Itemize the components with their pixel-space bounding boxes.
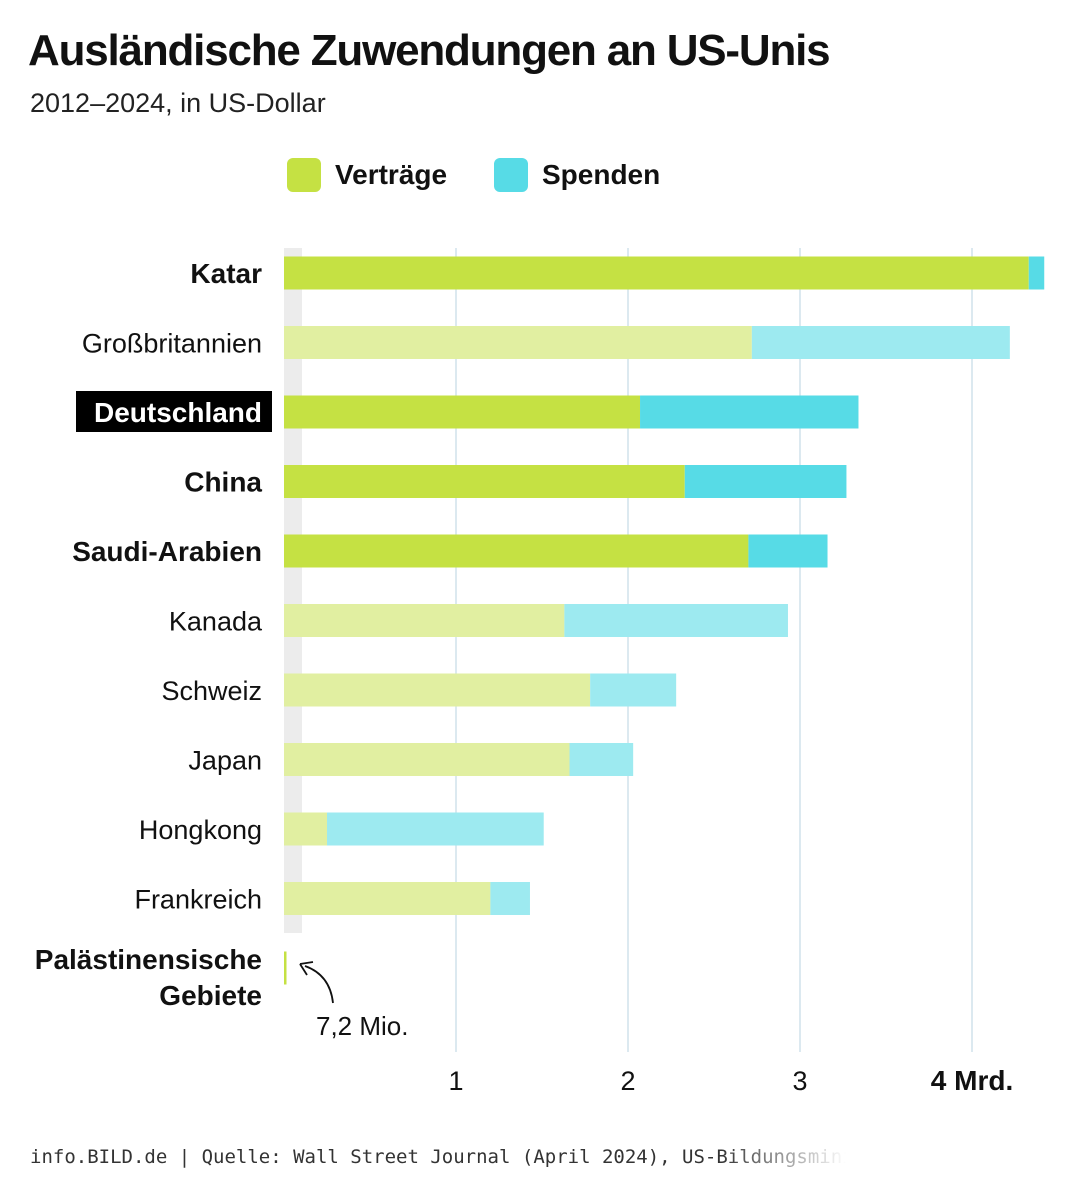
legend-swatch-spenden [494,158,528,192]
footer-watermark-fade [720,1136,1080,1176]
x-tick-label-2: 2 [620,1066,635,1096]
x-tick-label-1: 1 [448,1066,463,1096]
bar-vertraege-1 [284,326,752,359]
bar-spenden-5 [564,604,788,637]
bar-spenden-1 [751,326,1010,359]
legend-swatch-vertraege [287,158,321,192]
category-label-10-line-0: Palästinensische [35,944,262,975]
annotation-label: 7,2 Mio. [316,1011,409,1041]
legend-label-spenden: Spenden [542,159,661,190]
chart-plot: Katar Großbritannien Deutschland China Saudi… [35,248,1045,1096]
category-label-10-line-1: Gebiete [159,980,262,1011]
bar-vertraege-7 [284,743,570,776]
category-label-highlight-box [76,391,272,432]
x-tick-label-4: 4 Mrd. [931,1065,1013,1096]
legend-item-spenden: Spenden [494,158,660,192]
bar-vertraege-2 [284,395,641,429]
category-label-0: Katar [190,258,262,289]
bar-vertraege-0 [284,256,1029,290]
category-label-7: Japan [188,746,262,776]
bar-vertraege-6 [284,673,591,707]
category-label-6: Schweiz [161,676,262,706]
bar-spenden-0 [1028,256,1045,290]
legend-label-vertraege: Verträge [335,159,448,190]
bar-spenden-4 [748,534,828,568]
bar-spenden-8 [327,812,544,846]
bar-spenden-2 [640,395,859,429]
bar-spenden-3 [684,465,847,498]
category-label-2: Deutschland [94,397,262,428]
category-label-8: Hongkong [139,815,262,845]
bar-vertraege-8 [284,812,327,846]
bar-vertraege-5 [284,604,565,637]
bar-spenden-9 [490,882,530,915]
legend-item-vertraege: Verträge [287,158,447,192]
category-label-9: Frankreich [134,885,262,915]
bar-spenden-7 [569,743,634,776]
source-footer: info.BILD.de | Quelle: Wall Street Journ… [30,1146,934,1168]
bar-vertraege-10 [284,951,287,985]
category-label-4: Saudi-Arabien [72,536,262,567]
bar-vertraege-4 [284,534,749,568]
category-label-1: Großbritannien [82,329,262,359]
category-label-5: Kanada [169,607,263,637]
annotation-arrow [304,965,334,1004]
chart-title: Ausländische Zuwendungen an US-Unis [28,26,831,75]
bar-spenden-6 [590,673,677,707]
category-label-3: China [184,467,262,498]
chart-subtitle: 2012–2024, in US-Dollar [30,88,326,118]
bar-vertraege-3 [284,465,685,498]
x-tick-label-3: 3 [792,1066,807,1096]
annotation-arrowhead [299,961,314,976]
bar-vertraege-9 [284,882,491,915]
